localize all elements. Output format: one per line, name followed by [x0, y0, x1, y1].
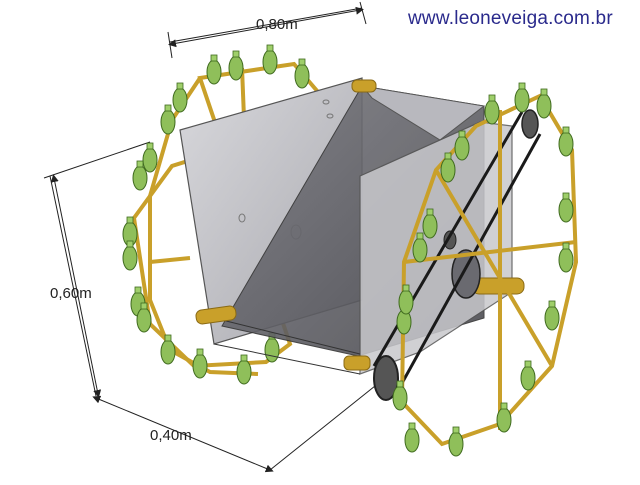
bottle-icon — [142, 142, 158, 173]
bottle-icon — [294, 58, 310, 89]
bottle-icon — [448, 426, 464, 457]
pulley-icon — [373, 109, 539, 401]
bottle-icon — [520, 360, 536, 391]
dimension-width: 0,80m — [167, 1, 367, 59]
bottle-icon — [404, 422, 420, 453]
dimension-height-label: 0,60m — [50, 285, 92, 302]
axle-icon — [195, 79, 525, 371]
dimension-depth: 0,40m — [92, 381, 381, 473]
dimension-depth-label: 0,40m — [150, 427, 192, 444]
bottle-icon — [558, 242, 574, 273]
bottle-icon — [160, 334, 176, 365]
bottle-icon — [228, 50, 244, 81]
bottle-icon — [558, 192, 574, 223]
bottle-icon — [172, 82, 188, 113]
dimension-height: 0,60m — [43, 141, 151, 398]
bottle-icon — [122, 240, 138, 271]
bottle-icon — [160, 104, 176, 135]
bottle-icon — [484, 94, 500, 125]
bottle-icon — [192, 348, 208, 379]
dimension-width-label: 0,80m — [256, 16, 298, 33]
bottle-icon — [536, 88, 552, 119]
bottle-icon — [206, 54, 222, 85]
bottle-icon — [236, 354, 252, 385]
bottle-icon — [544, 300, 560, 331]
website-url[interactable]: www.leoneveiga.com.br — [408, 8, 613, 29]
bottle-icon — [514, 82, 530, 113]
bottle-icon — [262, 44, 278, 75]
